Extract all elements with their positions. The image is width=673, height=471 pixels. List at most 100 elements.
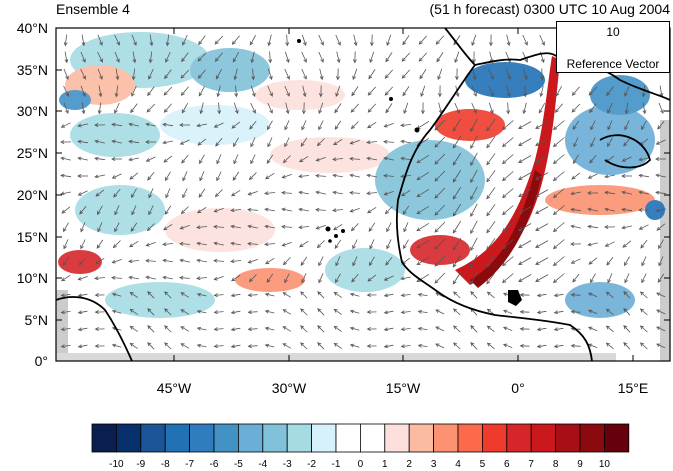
wind-vector (249, 120, 257, 130)
wind-vector-head (300, 142, 305, 147)
wind-vector-head (502, 309, 508, 314)
wind-vector (265, 327, 275, 331)
wind-vector (301, 273, 307, 283)
wind-vector-head (131, 211, 135, 216)
wind-vector (248, 191, 258, 195)
wind-vector (624, 120, 630, 130)
wind-vector-head (383, 310, 389, 315)
wind-vector-head (128, 122, 133, 127)
wind-vector-head (248, 176, 253, 181)
wind-vector-head (181, 57, 185, 63)
wind-vector-head (179, 141, 185, 145)
lat-label-0: 0° (34, 353, 48, 369)
wind-vector-head (489, 109, 494, 115)
wind-vector-head (82, 92, 86, 97)
wind-vector (418, 328, 428, 330)
wind-vector-head (502, 279, 507, 284)
wind-vector-head (434, 143, 439, 148)
colorbar-label: 3 (430, 459, 437, 470)
wind-vector-head (281, 224, 286, 229)
wind-vector-head (472, 59, 476, 64)
wind-vector-head (315, 207, 320, 212)
wind-vector (80, 222, 86, 232)
wind-vector (353, 34, 357, 46)
wind-vector-head (317, 308, 322, 313)
wind-vector-head (400, 139, 405, 144)
wind-vector (435, 292, 445, 298)
wind-vector (317, 342, 325, 350)
wind-vector (588, 257, 598, 265)
wind-vector-head (213, 124, 219, 128)
wind-vector (163, 155, 173, 163)
wind-vector (284, 137, 290, 147)
wind-vector (589, 154, 597, 164)
wind-vector (147, 86, 155, 96)
wind-vector-head (96, 244, 101, 249)
wind-vector (368, 222, 376, 232)
colorbar-label: -7 (185, 459, 195, 470)
wind-vector (553, 273, 565, 283)
wind-vector-head (99, 41, 103, 46)
wind-vector (502, 205, 514, 215)
wind-vector (214, 35, 224, 45)
wind-vector (334, 343, 342, 349)
wind-vector (267, 120, 273, 130)
wind-vector-head (570, 191, 575, 196)
wind-vector (114, 34, 120, 46)
wind-vector-head (486, 229, 491, 234)
wind-vector-head (400, 156, 405, 161)
wind-vector-head (502, 211, 507, 216)
wind-vector (333, 191, 343, 195)
wind-vector-head (552, 160, 558, 165)
wind-vector-head (352, 75, 356, 81)
wind-vector (284, 273, 290, 283)
wind-vector-head (587, 326, 593, 331)
wind-vector-head (383, 156, 388, 161)
wind-vector (470, 254, 478, 268)
wind-vector (182, 171, 188, 181)
wind-vector (369, 51, 375, 63)
wind-vector-head (621, 158, 627, 162)
wind-vector-head (94, 293, 99, 297)
wind-vector (622, 191, 632, 195)
wind-vector (163, 259, 173, 263)
wind-vector (265, 208, 275, 212)
wind-vector-head (300, 291, 305, 296)
plot-title-left: Ensemble 4 (56, 1, 130, 17)
colorbar-label: -10 (109, 459, 124, 470)
wind-vector-head (233, 160, 237, 165)
wind-vector-head (453, 308, 458, 313)
wind-vector (78, 157, 88, 161)
wind-vector (61, 191, 71, 195)
wind-vector (149, 51, 153, 63)
wind-vector-head (655, 190, 660, 195)
wind-vector-head (111, 139, 116, 144)
colorbar-swatch (408, 423, 435, 453)
wind-vector (366, 141, 378, 143)
wind-vector (537, 344, 547, 348)
wind-vector-head (164, 342, 169, 347)
wind-vector (384, 191, 394, 195)
wind-vector-head (162, 275, 167, 280)
wind-vector-head (641, 125, 645, 131)
wind-vector-head (518, 244, 523, 248)
wind-vector-head (385, 261, 390, 266)
wind-vector-head (657, 125, 662, 130)
colorbar-label: -5 (233, 459, 243, 470)
wind-vector (301, 68, 307, 80)
wind-vector (315, 209, 327, 211)
wind-vector (214, 242, 224, 246)
wind-vector-head (147, 325, 152, 330)
wind-vector (130, 103, 138, 113)
wind-vector-head (486, 178, 491, 183)
wind-vector-head (486, 342, 491, 347)
wind-vector (588, 242, 598, 246)
wind-vector-head (318, 125, 322, 131)
wind-vector-head (269, 92, 273, 97)
wind-vector (518, 189, 532, 197)
wind-vector (282, 174, 292, 178)
wind-vector (97, 51, 103, 63)
wind-vector-head (486, 212, 491, 217)
wind-vector-head (590, 125, 594, 131)
wind-vector (539, 34, 545, 46)
